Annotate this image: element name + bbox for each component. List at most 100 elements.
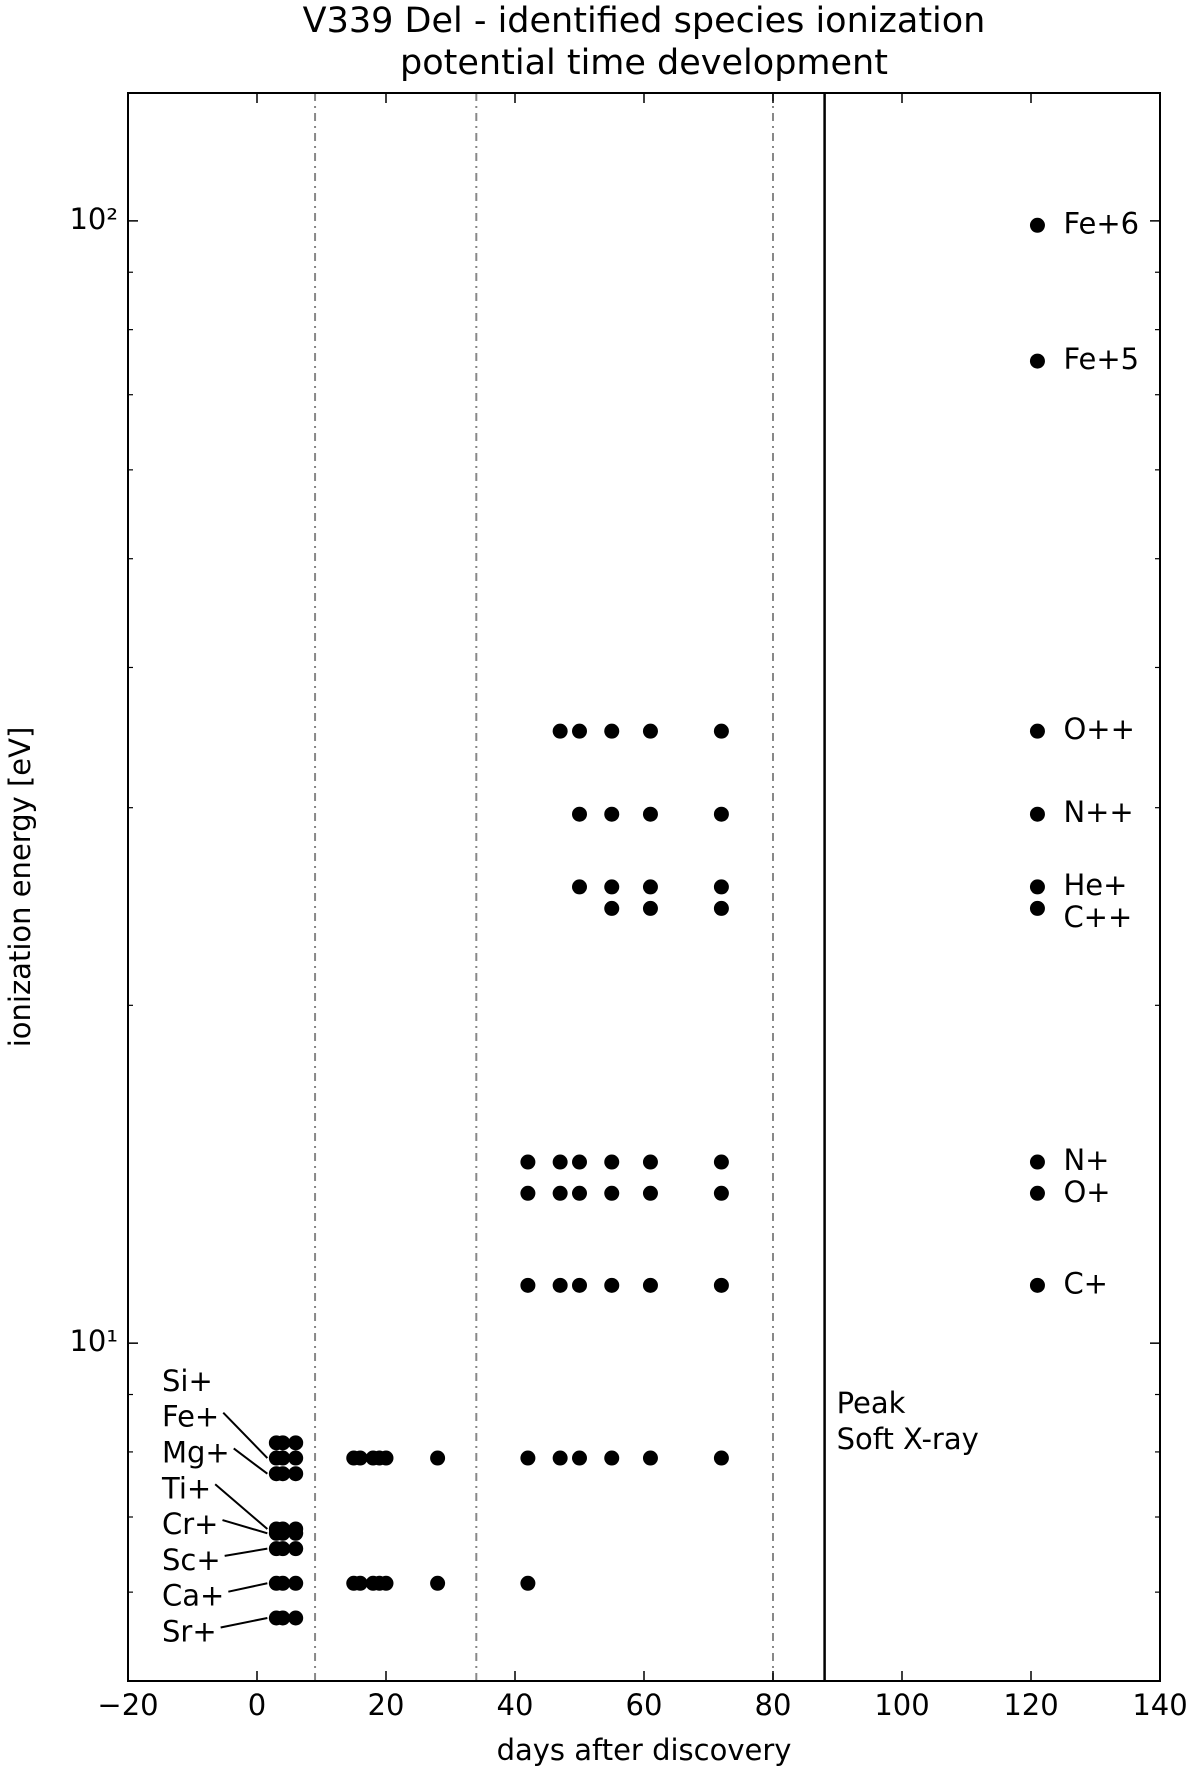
chart-title: V339 Del - identified species ionization [303, 1, 986, 41]
point [642, 1450, 658, 1466]
point [275, 1610, 291, 1626]
point [642, 900, 658, 916]
series-label: Sr+ [162, 1614, 217, 1648]
point [713, 900, 729, 916]
point [552, 1450, 568, 1466]
x-tick-label: 0 [248, 1688, 266, 1722]
point [642, 1154, 658, 1170]
point [1029, 1154, 1045, 1170]
x-tick-label: 20 [368, 1688, 405, 1722]
series-label: N++ [1063, 795, 1133, 829]
point [1029, 806, 1045, 822]
point [604, 806, 620, 822]
point [1029, 1185, 1045, 1201]
point [1029, 217, 1045, 233]
point [552, 1154, 568, 1170]
leader-line [228, 1582, 268, 1593]
leader-line [233, 1447, 268, 1475]
point [1029, 353, 1045, 369]
point [713, 1185, 729, 1201]
point [642, 806, 658, 822]
point [713, 1154, 729, 1170]
point [604, 723, 620, 739]
point [572, 879, 587, 895]
point [713, 723, 729, 739]
leader-line [214, 1483, 269, 1530]
point [430, 1575, 446, 1591]
annotation: Peak [837, 1386, 906, 1420]
point [572, 1277, 587, 1293]
point [604, 1185, 620, 1201]
series-label: C+ [1063, 1266, 1108, 1300]
point [520, 1185, 536, 1201]
point [572, 1185, 587, 1201]
point [275, 1541, 291, 1557]
point [713, 1450, 729, 1466]
point [572, 806, 587, 822]
point [604, 879, 620, 895]
point [642, 1185, 658, 1201]
point [713, 1277, 729, 1293]
point [288, 1525, 304, 1541]
y-tick-label: 10¹ [69, 1324, 118, 1358]
point [572, 723, 587, 739]
point [604, 1450, 620, 1466]
x-tick-label: 100 [874, 1688, 929, 1722]
point [275, 1435, 291, 1451]
point [1029, 879, 1045, 895]
point [275, 1466, 291, 1482]
x-tick-label: 80 [755, 1688, 792, 1722]
point [552, 1185, 568, 1201]
series-label: Fe+ [162, 1400, 219, 1434]
x-tick-label: 40 [497, 1688, 534, 1722]
point [275, 1450, 291, 1466]
point [604, 1154, 620, 1170]
series-label: Sc+ [162, 1543, 221, 1577]
series-label: Fe+6 [1063, 206, 1139, 240]
leader-line [222, 1519, 268, 1535]
point [572, 1450, 587, 1466]
point [552, 723, 568, 739]
point [378, 1575, 394, 1591]
point [642, 723, 658, 739]
series-label: Ti+ [161, 1471, 211, 1505]
series-label: O+ [1063, 1175, 1110, 1209]
point [378, 1450, 394, 1466]
x-tick-label: 140 [1132, 1688, 1187, 1722]
leader-line [224, 1547, 268, 1557]
x-tick-label: 60 [626, 1688, 663, 1722]
point [1029, 723, 1045, 739]
point [604, 900, 620, 916]
series-label: C++ [1063, 900, 1132, 934]
point [642, 879, 658, 895]
series-label: Mg+ [162, 1435, 230, 1469]
series-label: Fe+5 [1063, 342, 1139, 376]
point [713, 806, 729, 822]
point [430, 1450, 446, 1466]
leader-line [222, 1411, 269, 1459]
point [275, 1575, 291, 1591]
point [288, 1435, 304, 1451]
annotation: Soft X-ray [837, 1422, 979, 1456]
point [604, 1277, 620, 1293]
series-label: N+ [1063, 1143, 1109, 1177]
point [552, 1277, 568, 1293]
y-axis-label: ionization energy [eV] [3, 727, 37, 1048]
point [520, 1575, 536, 1591]
point [520, 1154, 536, 1170]
series-label: Si+ [162, 1364, 213, 1398]
point [642, 1277, 658, 1293]
point [288, 1541, 304, 1557]
point [352, 1575, 368, 1591]
point [713, 879, 729, 895]
point [352, 1450, 368, 1466]
point [520, 1450, 536, 1466]
series-label: Cr+ [162, 1507, 218, 1541]
point [288, 1466, 304, 1482]
series-label: O++ [1063, 712, 1134, 746]
point [1029, 900, 1045, 916]
point [520, 1277, 536, 1293]
y-tick-label: 10² [69, 202, 118, 236]
x-axis-label: days after discovery [497, 1733, 792, 1767]
